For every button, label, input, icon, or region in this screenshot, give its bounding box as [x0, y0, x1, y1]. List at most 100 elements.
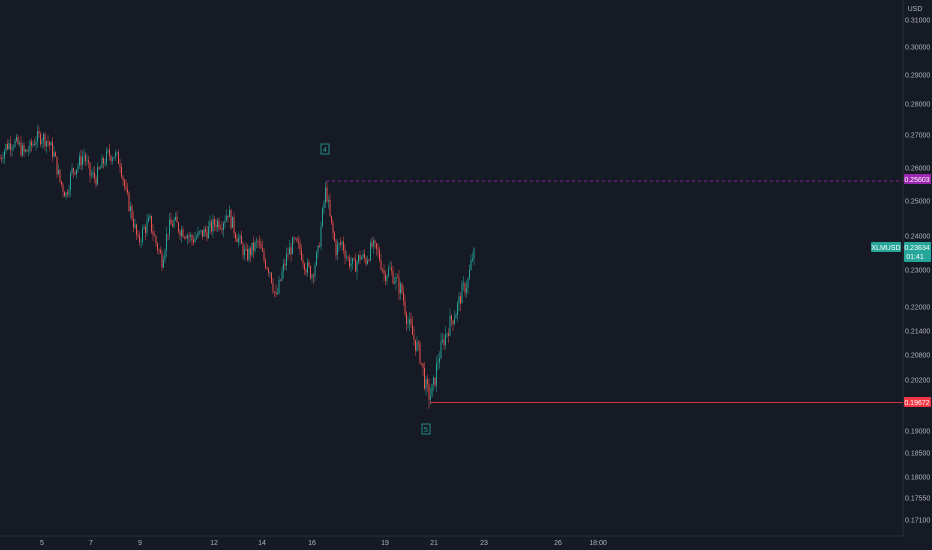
candle-body: [418, 342, 419, 343]
price-tick-label: 0.17550: [905, 496, 930, 503]
candle-body: [238, 238, 239, 243]
candle-body: [433, 377, 434, 384]
candle-body: [73, 168, 74, 172]
candle-body: [32, 143, 34, 146]
candle-body: [376, 243, 377, 249]
candle-body: [220, 228, 221, 230]
candle-body: [311, 275, 313, 279]
candle-body: [64, 191, 65, 197]
candle-body: [308, 262, 310, 266]
time-tick-label: 26: [554, 540, 562, 547]
candle-body: [170, 219, 172, 225]
candle-body: [416, 342, 418, 351]
candle-body: [40, 133, 41, 145]
candle-body: [427, 379, 428, 384]
candle-body: [425, 379, 427, 389]
candle-body: [200, 230, 202, 232]
candle-body: [116, 152, 118, 153]
price-tick-label: 0.22000: [905, 305, 930, 312]
candle-body: [74, 171, 76, 175]
candle-body: [400, 284, 401, 294]
candle-body: [50, 142, 52, 146]
candle-body: [410, 319, 412, 326]
candle-body: [49, 142, 50, 146]
candle-body: [271, 272, 272, 283]
candle-body: [130, 206, 131, 212]
candle-body: [107, 149, 109, 152]
candle-body: [101, 157, 103, 168]
candle-body: [326, 187, 328, 202]
candle-body: [280, 279, 281, 281]
candle-body: [160, 250, 161, 254]
candle-body: [316, 252, 317, 266]
candle-body: [254, 242, 256, 251]
candle-body: [284, 263, 286, 266]
time-tick-label: 14: [258, 540, 266, 547]
candle-body: [268, 268, 269, 273]
candle-body: [253, 242, 254, 251]
candle-body: [256, 241, 257, 243]
wave-label-4: 4: [320, 143, 330, 155]
candle-body: [118, 152, 119, 164]
wave-label-4-text: 4: [323, 147, 327, 154]
candle-body: [31, 141, 32, 146]
candle-body: [443, 339, 445, 346]
candle-body: [34, 143, 35, 145]
time-axis[interactable]: 5 7 9 12 14 16 19 21 23 26 18:00: [0, 535, 903, 547]
candle-body: [436, 363, 437, 386]
time-tick-label: 19: [381, 540, 389, 547]
candle-body: [467, 278, 469, 288]
candle-body: [349, 257, 350, 267]
candle-body: [88, 160, 89, 163]
candle-body: [221, 228, 223, 230]
candle-body: [41, 140, 43, 145]
candle-body: [70, 173, 71, 191]
candle-body: [406, 313, 407, 324]
candle-body: [22, 145, 23, 156]
candle-body: [139, 235, 140, 242]
candle-body: [434, 377, 436, 386]
candle-body: [274, 291, 275, 293]
candle-body: [317, 245, 319, 253]
candle-body: [334, 232, 335, 241]
candle-body: [301, 250, 302, 261]
candle-body: [145, 227, 146, 233]
time-tick-label: 7: [89, 540, 93, 547]
candle-body: [377, 248, 379, 251]
candle-body: [230, 210, 232, 228]
candle-body: [43, 134, 44, 141]
time-tick-label: 21: [430, 540, 438, 547]
candle-body: [473, 248, 475, 259]
candle-body: [307, 262, 308, 273]
candle-body: [17, 136, 19, 145]
candle-body: [28, 150, 29, 152]
candle-body: [26, 149, 28, 152]
candle-body: [286, 254, 287, 266]
candle-body: [269, 272, 271, 274]
price-axis[interactable]: USD 0.31000 0.30000 0.29000 0.28000 0.27000 0…: [902, 0, 930, 536]
candle-body: [86, 160, 88, 162]
candle-body: [38, 131, 40, 134]
candle-body: [437, 361, 439, 364]
candle-body: [403, 292, 404, 301]
candle-body: [361, 257, 362, 260]
candle-body: [409, 319, 410, 324]
candle-body: [340, 243, 341, 245]
countdown-text: 01:41: [906, 254, 924, 261]
candle-body: [98, 167, 100, 169]
candle-body: [112, 158, 113, 161]
candle-body: [374, 240, 376, 244]
candle-body: [458, 296, 460, 304]
candle-body: [248, 248, 250, 260]
candle-body: [80, 156, 82, 166]
price-tick-label: 0.19000: [905, 429, 930, 436]
candle-body: [59, 169, 61, 182]
candle-body: [265, 260, 266, 268]
candle-body: [449, 315, 451, 336]
candle-body: [209, 221, 211, 227]
candle-body: [149, 215, 151, 219]
candle-body: [217, 220, 218, 228]
candle-body: [196, 236, 197, 239]
